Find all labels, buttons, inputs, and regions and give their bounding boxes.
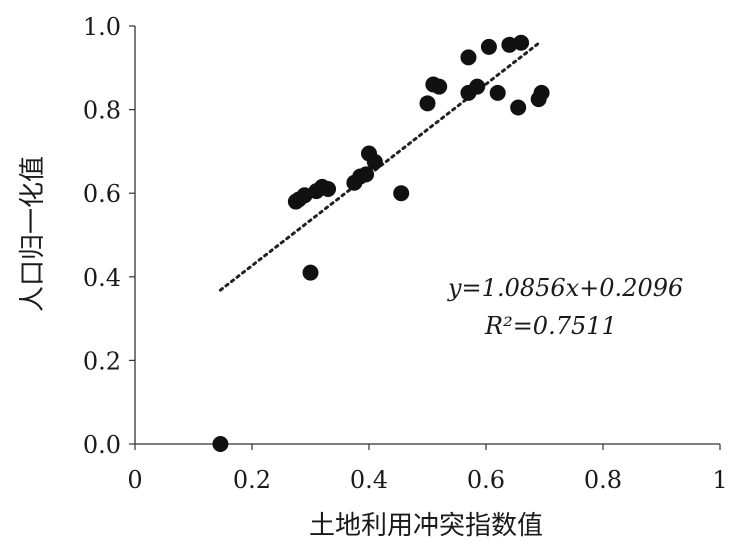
x-tick-label: 0.4 <box>350 466 388 494</box>
data-point <box>513 34 530 51</box>
data-point <box>510 99 527 116</box>
data-point <box>358 166 375 183</box>
x-tick-label: 1 <box>712 466 727 494</box>
data-point <box>460 49 477 66</box>
y-tick-label: 0.0 <box>83 431 121 459</box>
data-point <box>489 84 506 101</box>
data-point <box>302 264 319 281</box>
x-tick-label: 0 <box>127 466 142 494</box>
y-tick-label: 0.2 <box>83 347 121 375</box>
data-point <box>212 436 229 452</box>
trendline <box>218 41 541 292</box>
data-point <box>533 84 550 101</box>
x-axis-title: 土地利用冲突指数值 <box>309 511 543 541</box>
y-tick-label: 1.0 <box>83 13 121 41</box>
y-axis-title: 人口归一化值 <box>18 156 48 312</box>
y-tick-label: 0.8 <box>83 97 121 125</box>
data-point <box>480 38 497 55</box>
trendline-group <box>218 41 541 292</box>
ticks: 0 0.2 0.4 0.6 0.8 1 0.0 0.2 0.4 0.6 0.8 1.0 <box>83 13 728 494</box>
data-points <box>212 34 550 452</box>
x-tick-label: 0.8 <box>584 466 622 494</box>
x-tick-label: 0.6 <box>467 466 505 494</box>
x-tick-label: 0.2 <box>233 466 271 494</box>
data-point <box>320 181 337 198</box>
y-tick-label: 0.4 <box>83 264 121 292</box>
data-point <box>419 95 436 112</box>
data-point <box>393 185 410 202</box>
regression-equation: y=1.0856x+0.2096 <box>447 274 683 302</box>
y-tick-label: 0.6 <box>83 180 121 208</box>
data-point <box>469 78 486 95</box>
data-point <box>366 153 383 170</box>
data-point <box>431 78 448 95</box>
r-squared-label: R²=0.7511 <box>484 312 617 340</box>
axes <box>134 26 720 445</box>
